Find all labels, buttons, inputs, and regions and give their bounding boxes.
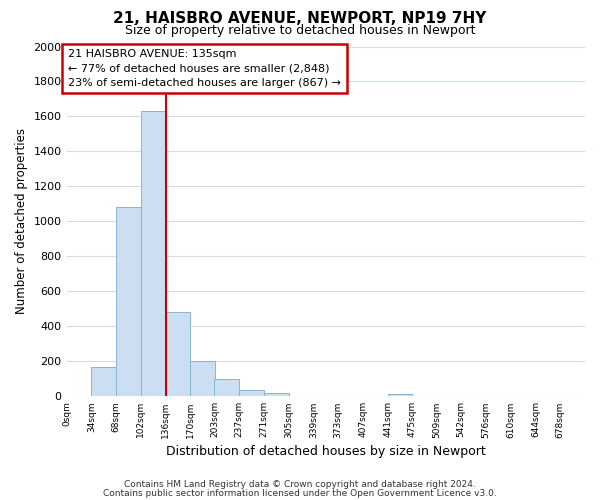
Bar (91, 368, 116, 396)
Bar (116, 206, 141, 396)
Bar (141, 111, 166, 397)
X-axis label: Distribution of detached houses by size in Newport: Distribution of detached houses by size … (166, 444, 485, 458)
Bar (166, 312, 190, 396)
Bar (264, 393, 289, 396)
Text: 21, HAISBRO AVENUE, NEWPORT, NP19 7HY: 21, HAISBRO AVENUE, NEWPORT, NP19 7HY (113, 11, 487, 26)
Y-axis label: Number of detached properties: Number of detached properties (15, 128, 28, 314)
Text: Contains public sector information licensed under the Open Government Licence v3: Contains public sector information licen… (103, 488, 497, 498)
Bar (388, 394, 412, 396)
Bar (190, 362, 215, 396)
Text: Contains HM Land Registry data © Crown copyright and database right 2024.: Contains HM Land Registry data © Crown c… (124, 480, 476, 489)
Bar (214, 379, 239, 396)
Text: Size of property relative to detached houses in Newport: Size of property relative to detached ho… (125, 24, 475, 37)
Bar (239, 390, 264, 396)
Text: 21 HAISBRO AVENUE: 135sqm
← 77% of detached houses are smaller (2,848)
23% of se: 21 HAISBRO AVENUE: 135sqm ← 77% of detac… (68, 49, 341, 88)
